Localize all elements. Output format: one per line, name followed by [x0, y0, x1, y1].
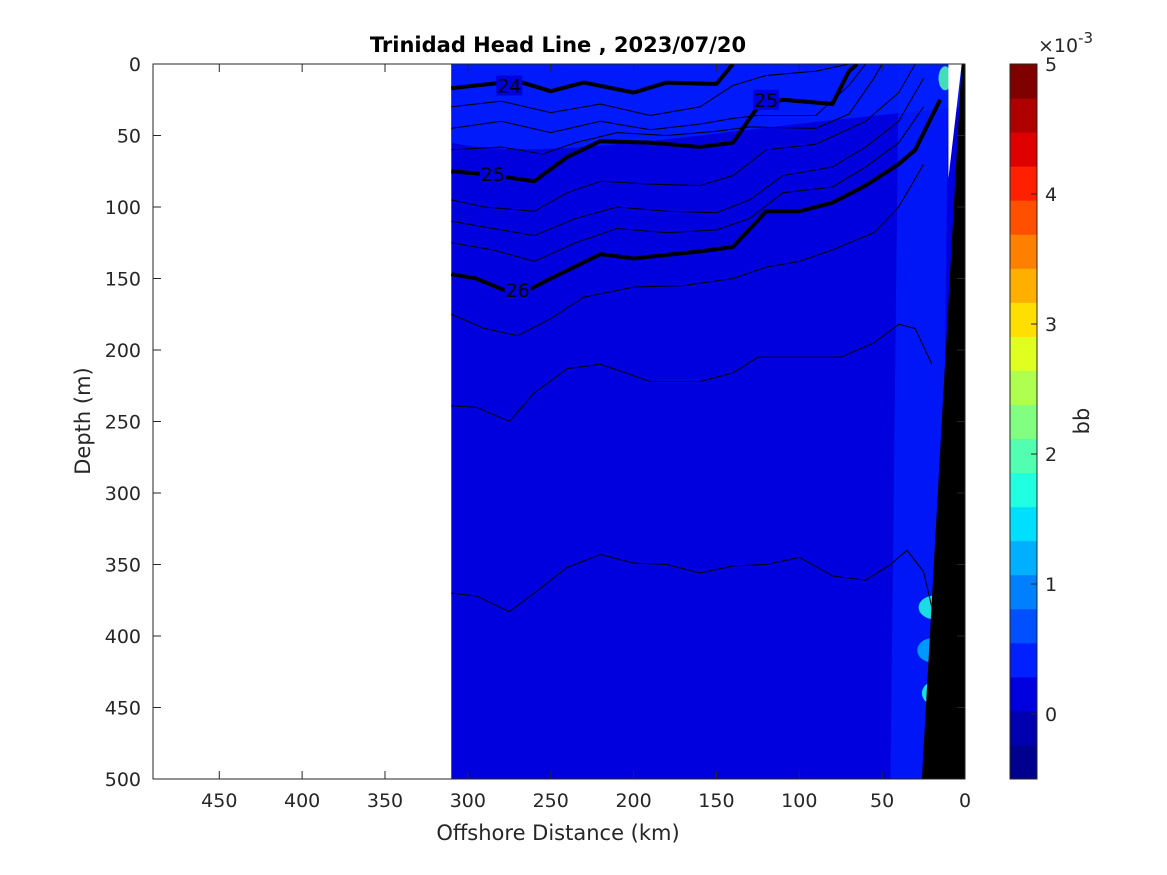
x-tick-label: 150	[698, 790, 734, 812]
colorbar-tick-label: 1	[1045, 574, 1057, 596]
x-tick-label: 50	[870, 790, 894, 812]
x-tick-label: 200	[615, 790, 651, 812]
x-tick-label: 300	[450, 790, 486, 812]
density-contours: 24 25 25 26	[450, 64, 942, 302]
thin-contour	[451, 323, 933, 423]
colorbar-swatch	[1010, 710, 1037, 746]
bathymetry	[921, 64, 965, 779]
colorbar-swatch	[1010, 438, 1037, 474]
y-tick-label: 100	[105, 197, 141, 219]
seafloor	[921, 64, 965, 779]
y-tick-label: 350	[105, 555, 141, 577]
colorbar-tick-label: 3	[1045, 314, 1057, 336]
land-gap	[948, 64, 965, 179]
colorbar-frame	[1009, 63, 1038, 780]
x-tick-label: 450	[201, 790, 237, 812]
contour-label-gap	[504, 279, 531, 300]
colorbar-swatch	[1010, 540, 1037, 576]
x-tick-label: 0	[959, 790, 971, 812]
thin-contour	[451, 163, 925, 337]
chart-title: Trinidad Head Line , 2023/07/20	[370, 33, 746, 57]
y-tick-label: 150	[105, 269, 141, 291]
x-tick-label: 350	[367, 790, 403, 812]
contour-label: 25	[481, 164, 505, 186]
density-contour-line	[451, 64, 735, 95]
colorbar-tick-label: 4	[1045, 184, 1057, 206]
colorbar-swatch	[1010, 64, 1037, 99]
y-tick-label: 300	[105, 483, 141, 505]
colorbar-label: bb	[1070, 408, 1094, 435]
contour-label-gap	[479, 164, 506, 185]
colorbar-swatch	[1010, 676, 1037, 712]
contour-label: 25	[754, 90, 778, 112]
colorbar-swatch	[1010, 302, 1037, 337]
thin-contour	[451, 78, 925, 237]
colorbar-swatch	[1010, 234, 1037, 269]
colorbar-exponent-base: ×10	[1038, 35, 1078, 57]
colorbar-swatch	[1010, 574, 1037, 610]
colorbar-tick-label: 0	[1045, 704, 1057, 726]
density-contour-line	[451, 64, 859, 184]
y-tick-label: 50	[117, 126, 141, 148]
colorbar-swatch	[1010, 404, 1037, 440]
y-tick-label: 400	[105, 626, 141, 648]
colorbar-exponent: ×10-3	[1038, 29, 1093, 57]
thin-contour	[451, 64, 883, 155]
colorbar-tick-label: 5	[1045, 54, 1057, 76]
y-tick-label: 250	[105, 412, 141, 434]
colorbar-swatch	[1010, 132, 1037, 167]
y-axis-label: Depth (m)	[71, 367, 95, 474]
contour-label-gap	[753, 89, 780, 110]
colorbar-swatch	[1010, 472, 1037, 508]
thin-contour	[451, 64, 916, 212]
colorbar-swatch	[1010, 268, 1037, 303]
colorbar-swatch	[1010, 506, 1037, 542]
thin-contour	[451, 549, 933, 613]
contour-label: 24	[497, 75, 521, 97]
nearshore-patch	[938, 66, 952, 91]
x-tick-label: 100	[781, 790, 817, 812]
colorbar-swatch	[1010, 744, 1037, 780]
colorbar-swatch	[1010, 608, 1037, 644]
x-tick-label: 400	[284, 790, 320, 812]
y-axis: 0 50 100 150 200 250 300 350 400 450 500	[105, 54, 965, 791]
y-tick-label: 450	[105, 698, 141, 720]
y-tick-label: 0	[129, 54, 141, 76]
contour-label: 26	[505, 280, 529, 302]
thin-contour	[451, 64, 850, 116]
colorbar-tick-label: 2	[1045, 444, 1057, 466]
colorbar: 0 1 2 3 4 5 ×10-3 bb	[1009, 29, 1094, 780]
colorbar-swatch	[1010, 98, 1037, 133]
thin-contour	[451, 106, 924, 262]
x-axis-label: Offshore Distance (km)	[436, 821, 679, 845]
colorbar-exponent-sup: -3	[1078, 29, 1093, 47]
colorbar-swatch	[1010, 642, 1037, 678]
x-tick-label: 250	[533, 790, 569, 812]
plot-area: 24 25 25 26	[152, 63, 966, 780]
colorbar-swatches	[1010, 64, 1037, 780]
colorbar-ticks: 0 1 2 3 4 5	[1031, 54, 1057, 726]
colorbar-swatch	[1010, 336, 1037, 371]
colorbar-swatch	[1010, 200, 1037, 235]
contour-label-gap	[496, 75, 523, 96]
colorbar-swatch	[1010, 370, 1037, 405]
y-tick-label: 200	[105, 340, 141, 362]
y-tick-label: 500	[105, 769, 141, 791]
colorbar-swatch	[1010, 166, 1037, 201]
x-axis: 450 400 350 300 250 200 150 100 50 0	[201, 64, 971, 812]
